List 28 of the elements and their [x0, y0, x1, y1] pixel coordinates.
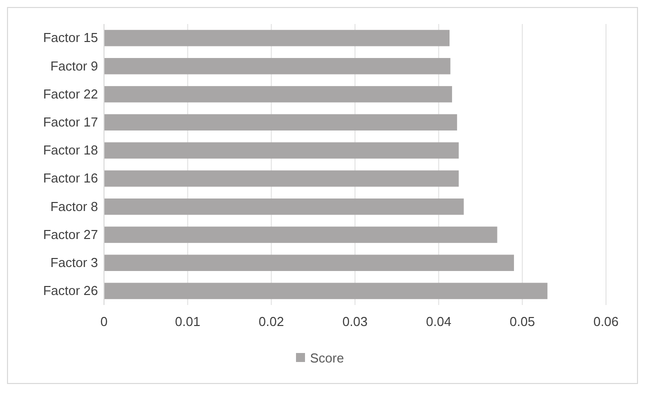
x-tick-label: 0.03: [342, 314, 368, 330]
bar: [104, 142, 459, 159]
x-tick-label: 0.05: [510, 314, 535, 330]
bar: [104, 226, 498, 243]
x-tick-label: 0: [100, 314, 108, 330]
bar: [104, 170, 459, 187]
legend-label: Score: [310, 350, 344, 366]
bar: [104, 30, 450, 46]
y-tick-label: Factor 27: [43, 226, 98, 242]
bar: [104, 114, 458, 130]
x-tick-label: 0.01: [175, 314, 200, 330]
y-tick-label: Factor 26: [43, 283, 98, 298]
y-tick-label: Factor 3: [50, 255, 98, 270]
x-tick-label: 0.04: [426, 314, 452, 330]
bar: [104, 198, 464, 215]
x-tick-label: 0.06: [593, 314, 619, 330]
y-tick-label: Factor 9: [50, 58, 98, 74]
y-tick-label: Factor 8: [50, 198, 98, 214]
y-tick-label: Factor 15: [43, 30, 98, 46]
bar: [104, 254, 514, 271]
y-tick-label: Factor 18: [43, 142, 98, 158]
x-tick-label: 0.02: [258, 314, 284, 330]
y-tick-label: Factor 17: [43, 114, 98, 130]
y-tick-label: Factor 22: [43, 86, 98, 102]
bar: [104, 282, 548, 300]
bar: [104, 58, 450, 74]
y-tick-label: Factor 16: [43, 170, 98, 186]
bar: [104, 86, 452, 102]
